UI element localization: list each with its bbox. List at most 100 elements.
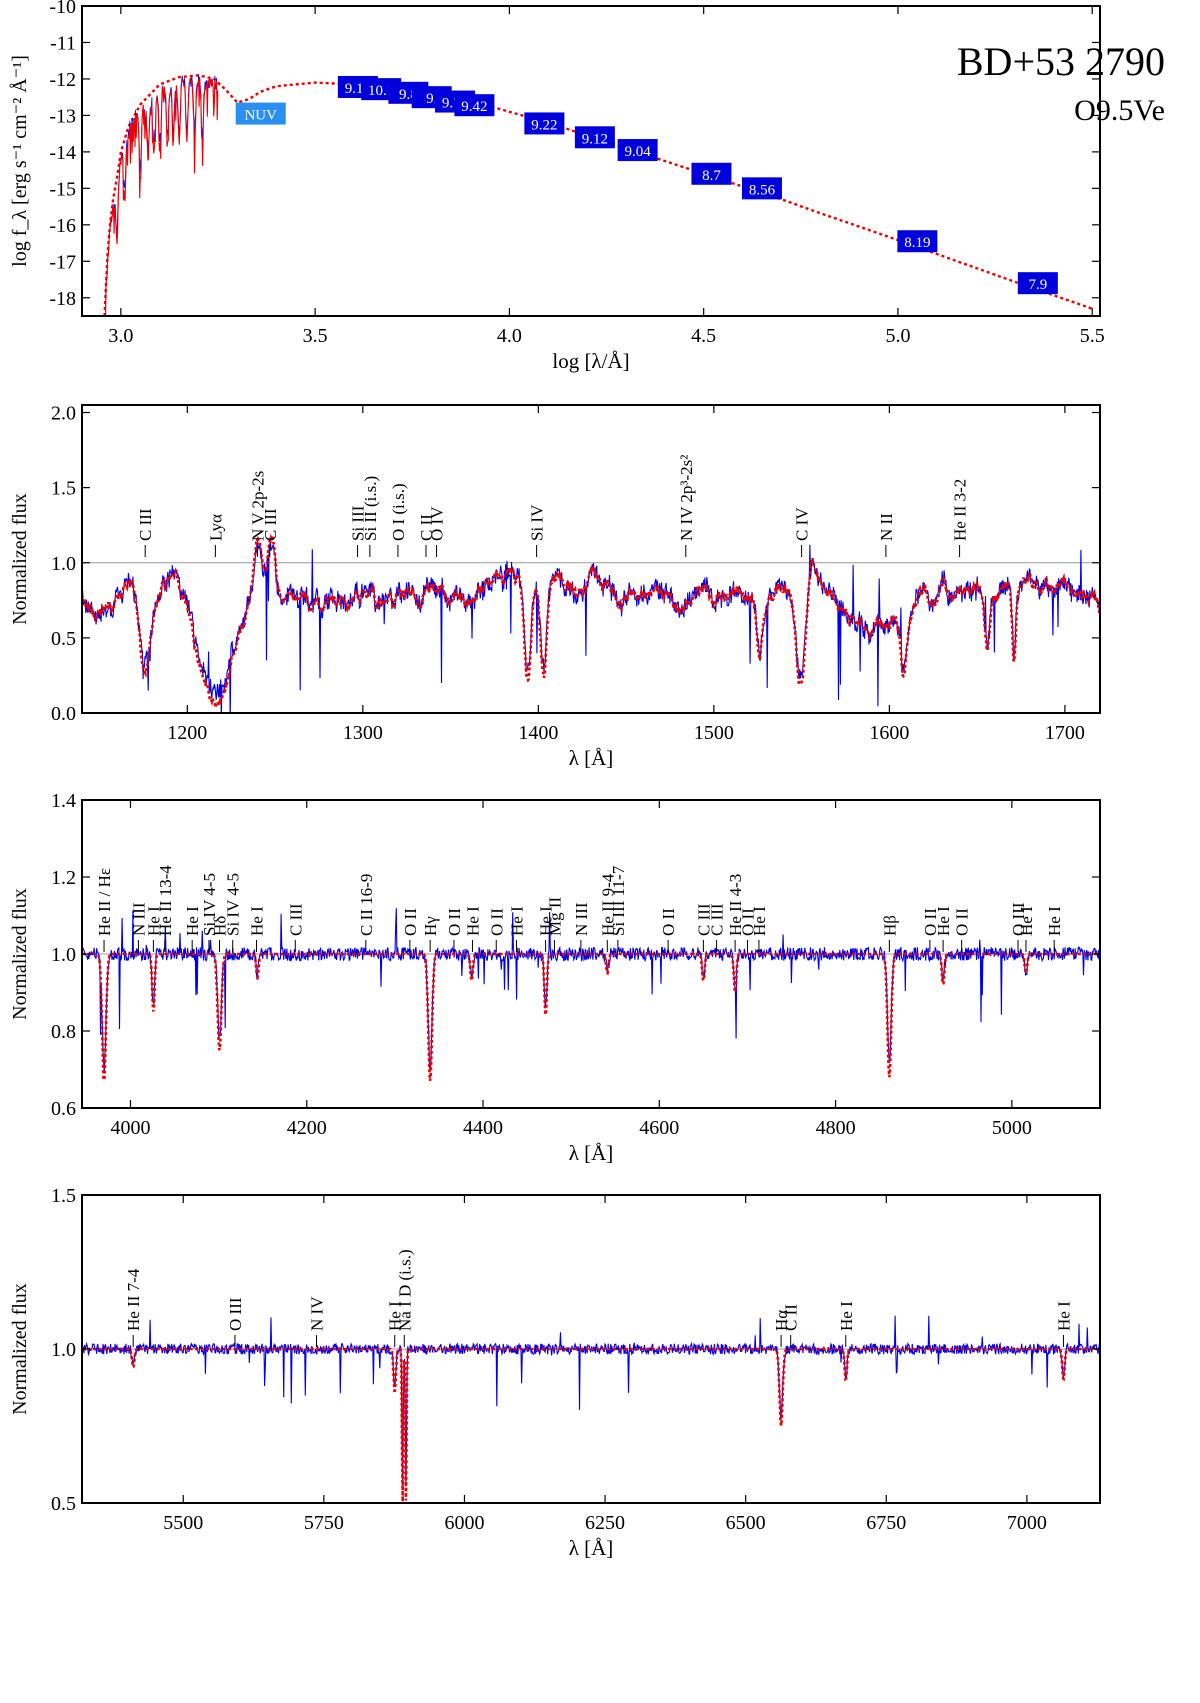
blue-line-label: O III (1009, 902, 1028, 936)
blue-observed-spectrum (82, 908, 1100, 1074)
uv-xtick-label: 1600 (869, 722, 909, 744)
uv-line-label: N V 2p-2s (249, 471, 268, 541)
blue-xtick-label: 4800 (816, 1117, 856, 1139)
red-xlabel: λ [Å] (569, 1536, 614, 1560)
red-xtick-label: 7000 (1007, 1512, 1047, 1534)
photometry-label: 9.04 (625, 144, 652, 160)
sed-xtick-label: 4.5 (691, 325, 716, 347)
uv-line-label: Si III (349, 505, 368, 541)
photometry-label: 7.9 (1028, 277, 1047, 293)
sed-xtick-label: 3.5 (303, 325, 328, 347)
sed-xtick-label: 5.0 (885, 325, 910, 347)
blue-line-label: He II 9-4 (598, 873, 617, 936)
uv-line-label: He II 3-2 (951, 479, 970, 541)
sed-ytick-label: -12 (49, 69, 76, 91)
blue-line-label: He I (248, 906, 267, 936)
red-spectrum-panel: 5500 5750 6000 6250 6500 6750 7000 0.5 1.0 1.5 λ [… (9, 1185, 1101, 1560)
blue-line-label: Hβ (880, 915, 899, 936)
blue-line-label: O II (921, 908, 940, 936)
blue-line-label: C III (286, 903, 305, 936)
uv-xtick-label: 1400 (518, 722, 558, 744)
uv-line-label: N IV 2p³-2s² (677, 455, 696, 541)
plot-frame (81, 404, 1101, 714)
photometry-box (235, 102, 286, 125)
sed-ytick-label: -18 (49, 288, 76, 310)
uv-plot-area (82, 533, 1100, 713)
uv-ytick-label: 1.0 (51, 553, 76, 575)
blue-line-label: He II 4-3 (726, 874, 745, 936)
plot-frame (81, 1194, 1101, 1504)
star-name: BD+53 2790 (957, 39, 1165, 84)
photometry-label: 8.7 (702, 168, 721, 184)
uv-line-label: C IV (793, 507, 812, 541)
blue-line-label: He I (463, 906, 482, 936)
sed-ytick-label: -10 (49, 0, 76, 18)
photometry-box (741, 177, 782, 200)
blue-line-label: He I (537, 906, 556, 936)
blue-line-label: O II (953, 908, 972, 936)
photometry-label: 8.56 (749, 182, 776, 198)
photometry-label: NUV (244, 108, 277, 124)
sed-plot-area: NUV9.1810.19.89.9.739.429.229.129.048.78… (103, 74, 1093, 316)
sed-ytick-label: -13 (49, 105, 76, 127)
photometry-label: 9.42 (461, 99, 487, 115)
sed-ylabel: log f_λ [erg s⁻¹ cm⁻² Å⁻¹] (9, 55, 31, 267)
red-line-label: He I (837, 1301, 856, 1331)
uv-line-label: C III (136, 508, 155, 541)
red-xtick-label: 5750 (304, 1512, 344, 1534)
uv-ytick-label: 1.5 (51, 478, 76, 500)
sed-ytick-label: -14 (49, 142, 76, 164)
red-xtick-label: 6250 (585, 1512, 625, 1534)
red-ytick-label: 1.5 (51, 1185, 76, 1207)
red-line-label: Hα (772, 1310, 791, 1331)
sed-model-uv-spectrum (105, 77, 219, 316)
sed-ytick-label: -11 (50, 32, 76, 54)
uv-xtick-label: 1700 (1045, 722, 1085, 744)
photometry-label: 9. (426, 91, 437, 107)
blue-line-label: Si III 11-7 (609, 865, 628, 936)
blue-line-label: He I (183, 906, 202, 936)
blue-line-label: N III (129, 902, 148, 936)
blue-line-label: Hγ (421, 916, 440, 936)
uv-ylabel: Normalized flux (9, 493, 31, 625)
uv-observed-spectrum (82, 537, 1100, 713)
uv-xtick-label: 1300 (343, 722, 383, 744)
blue-model-spectrum (82, 952, 1100, 1081)
blue-line-label: He II 13-4 (156, 865, 175, 936)
photometry-box (617, 139, 658, 162)
sed-xtick-label: 4.0 (497, 325, 522, 347)
blue-line-label: O II (445, 908, 464, 936)
red-line-label: He I (1054, 1301, 1073, 1331)
blue-line-label: O II (401, 908, 420, 936)
red-line-label: He II 7-4 (124, 1268, 143, 1331)
blue-line-label: Si IV 4-5 (224, 873, 243, 936)
blue-line-label: He I (934, 906, 953, 936)
photometry-box (524, 112, 565, 135)
red-line-label: C II (782, 1304, 801, 1331)
sed-ytick-label: -16 (49, 215, 76, 237)
sed-model-continuum (103, 74, 1093, 316)
blue-xlabel: λ [Å] (569, 1141, 614, 1165)
photometry-box (897, 230, 938, 253)
blue-line-label: He I (508, 906, 527, 936)
red-line-label: He I (386, 1301, 405, 1331)
uv-xtick-label: 1200 (167, 722, 207, 744)
blue-line-label: He I (144, 906, 163, 936)
blue-line-label: He I (1045, 906, 1064, 936)
red-line-label: O III (226, 1297, 245, 1331)
blue-line-label: O II (487, 908, 506, 936)
blue-line-label: He I (750, 906, 769, 936)
uv-line-label: Si IV (528, 504, 547, 541)
red-ylabel: Normalized flux (9, 1283, 31, 1415)
uv-line-label: C III (261, 508, 280, 541)
red-plot-area (82, 1315, 1100, 1502)
blue-line-label: He II / Hε (95, 868, 114, 936)
blue-ylabel: Normalized flux (9, 888, 31, 1020)
blue-line-label: Hδ (210, 916, 229, 936)
uv-spectrum-panel: 1200 1300 1400 1500 1600 1700 0.0 0.5 1.0 1.5 2.0 λ… (9, 403, 1101, 770)
blue-line-label: O II (738, 908, 757, 936)
plot-frame (81, 5, 1101, 317)
sed-xlabel: log [λ/Å] (552, 349, 629, 373)
uv-line-label: O I (i.s.) (389, 483, 408, 541)
blue-xtick-label: 5000 (992, 1117, 1032, 1139)
